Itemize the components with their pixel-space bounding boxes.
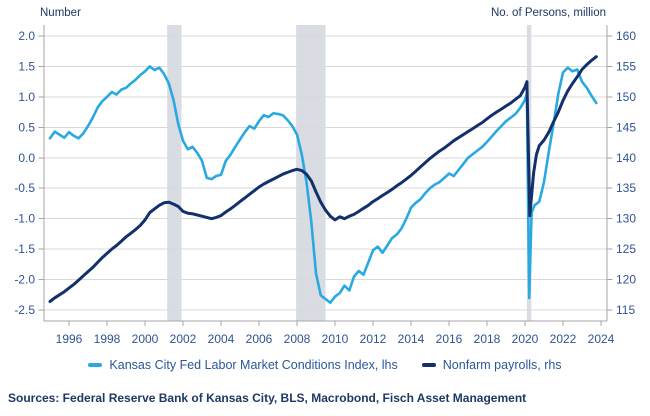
- right-axis-title: No. of Persons, million: [490, 7, 606, 19]
- right-axis-tick-label: 150: [616, 90, 636, 104]
- x-axis-tick-label: 2010: [322, 332, 349, 346]
- right-axis-tick-label: 115: [616, 303, 635, 317]
- x-axis-tick-label: 2024: [588, 332, 615, 346]
- x-axis-tick-label: 2000: [132, 332, 159, 346]
- x-axis-tick-label: 2004: [208, 332, 235, 346]
- x-axis-tick-label: 2016: [436, 332, 463, 346]
- payrolls-series-line: [48, 55, 598, 303]
- right-axis-tick-label: 130: [616, 212, 636, 226]
- x-axis-tick-label: 2022: [550, 332, 577, 346]
- left-axis-tick-label: 1.0: [18, 90, 35, 104]
- left-axis-tick-label: -0.5: [14, 181, 35, 195]
- x-axis-tick-label: 2014: [398, 332, 425, 346]
- lmci-line-marker-icon: [88, 363, 103, 367]
- left-axis-tick-label: 2.0: [18, 29, 35, 43]
- right-axis-tick-label: 140: [616, 151, 636, 165]
- x-axis-tick-label: 1996: [56, 332, 83, 346]
- left-axis-tick-label: 0.0: [18, 151, 35, 165]
- left-axis-tick-label: 0.5: [18, 120, 35, 134]
- x-axis-tick-label: 2018: [474, 332, 501, 346]
- x-axis-tick-label: 2006: [246, 332, 273, 346]
- recession-band: [296, 25, 326, 321]
- x-axis-tick-label: 2020: [512, 332, 539, 346]
- right-axis-tick-label: 135: [616, 181, 636, 195]
- legend-label-lmci: Kansas City Fed Labor Market Conditions …: [109, 358, 398, 372]
- x-axis-tick-label: 2002: [170, 332, 197, 346]
- right-axis-tick-label: 120: [616, 273, 636, 287]
- right-axis-tick-label: 160: [616, 29, 636, 43]
- x-axis-tick-label: 2008: [284, 332, 311, 346]
- right-axis-tick-label: 155: [616, 59, 636, 73]
- recession-band: [167, 25, 182, 321]
- legend-item-payrolls: Nonfarm payrolls, rhs: [421, 358, 562, 372]
- line-chart: 2.0 1.5 1.0 0.5 0.0 -0.5 -1.0 -1.5 -2.0 -2.5 160 15…: [14, 25, 636, 346]
- left-axis-tick-label: -1.5: [14, 242, 35, 256]
- left-axis-tick-label: 1.5: [18, 59, 35, 73]
- left-axis-title: Number: [40, 7, 81, 19]
- x-axis-tick-label: 1998: [94, 332, 121, 346]
- legend-item-lmci: Kansas City Fed Labor Market Conditions …: [88, 358, 398, 372]
- payrolls-line-marker-icon: [421, 363, 436, 367]
- legend-label-payrolls: Nonfarm payrolls, rhs: [442, 358, 562, 372]
- sources-note: Sources: Federal Reserve Bank of Kansas …: [8, 391, 527, 405]
- legend: Kansas City Fed Labor Market Conditions …: [0, 358, 650, 372]
- x-axis-tick-label: 2012: [360, 332, 387, 346]
- lmci-series-line: [48, 65, 598, 305]
- right-axis-tick-label: 125: [616, 242, 636, 256]
- left-axis-tick-label: -2.5: [14, 303, 35, 317]
- right-axis-tick-label: 145: [616, 120, 636, 134]
- left-axis-tick-label: -2.0: [14, 273, 35, 287]
- left-axis-tick-label: -1.0: [14, 212, 35, 226]
